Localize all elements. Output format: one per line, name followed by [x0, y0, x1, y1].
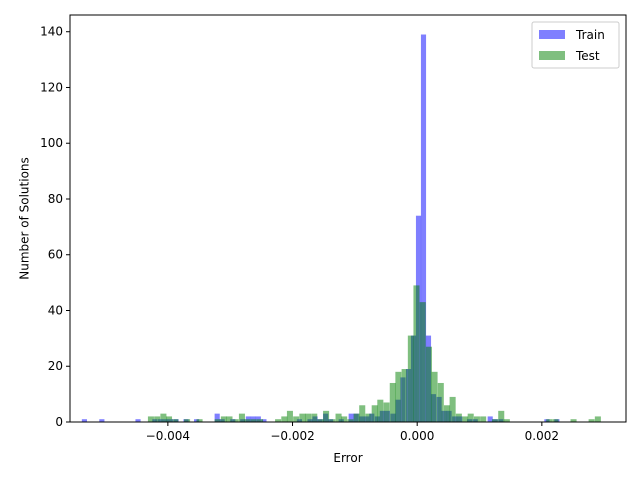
- y-axis-label: Number of Solutions: [18, 157, 32, 280]
- x-axis: −0.004 −0.002 0.000 0.002: [146, 422, 559, 443]
- y-tick-label: 20: [48, 359, 63, 373]
- bar-test-16: [281, 416, 288, 422]
- bars-layer: [81, 34, 601, 422]
- x-axis-label: Error: [333, 451, 362, 465]
- bar-train-49: [487, 416, 493, 422]
- bar-test-5: [184, 419, 191, 422]
- y-tick-label: 60: [48, 248, 63, 262]
- y-axis: 0 20 40 60 80 100 120 140: [40, 25, 70, 429]
- bar-test-46: [462, 416, 469, 422]
- bar-test-29: [359, 405, 366, 422]
- legend: Train Test: [531, 21, 620, 69]
- bar-test-43: [443, 405, 451, 422]
- bar-test-22: [317, 419, 324, 422]
- legend-label-train: Train: [575, 28, 605, 42]
- bar-test-41: [431, 371, 438, 422]
- bar-test-20: [304, 413, 312, 422]
- bar-test-47: [467, 413, 474, 422]
- bar-test-3: [165, 416, 173, 422]
- bar-test-48: [473, 416, 480, 422]
- bar-test-26: [341, 416, 348, 422]
- bar-test-30: [365, 413, 372, 422]
- bar-test-4: [172, 419, 179, 422]
- y-tick-label: 140: [40, 25, 63, 39]
- bar-test-28: [353, 413, 360, 422]
- x-tick-label: 0.000: [400, 429, 434, 443]
- bar-test-8: [220, 416, 227, 422]
- bar-test-31: [371, 405, 378, 422]
- bar-test-0: [147, 416, 154, 422]
- bar-test-10: [232, 419, 239, 422]
- bar-test-17: [286, 410, 293, 422]
- bar-test-23: [323, 410, 330, 422]
- bar-test-1: [154, 416, 161, 422]
- bar-test-19: [299, 413, 306, 422]
- bar-test-12: [244, 419, 251, 422]
- bar-test-2: [160, 413, 167, 422]
- bar-test-21: [311, 413, 318, 422]
- bar-test-42: [437, 382, 444, 422]
- bar-test-39: [419, 302, 426, 422]
- y-tick-label: 120: [40, 80, 63, 94]
- bar-test-53: [546, 419, 553, 422]
- bar-test-11: [238, 413, 245, 422]
- series-train: [81, 34, 560, 422]
- y-tick-label: 80: [48, 192, 63, 206]
- x-tick-label: −0.004: [146, 429, 190, 443]
- bar-test-13: [250, 419, 257, 422]
- bar-test-56: [588, 419, 595, 422]
- bar-test-34: [389, 382, 396, 422]
- bar-test-27: [347, 419, 354, 422]
- bar-test-37: [407, 335, 414, 422]
- bar-test-51: [498, 410, 505, 422]
- bar-test-40: [425, 346, 432, 422]
- bar-test-24: [329, 419, 336, 422]
- bar-test-6: [196, 419, 203, 422]
- bar-test-54: [552, 419, 559, 422]
- bar-test-45: [455, 413, 462, 422]
- y-tick-label: 0: [55, 415, 63, 429]
- series-test: [147, 285, 601, 422]
- bar-test-50: [491, 419, 499, 422]
- bar-test-14: [256, 419, 264, 422]
- legend-swatch-train: [539, 30, 565, 39]
- y-tick-label: 100: [40, 136, 63, 150]
- bar-test-44: [449, 396, 456, 422]
- bar-test-25: [335, 413, 342, 422]
- bar-train-17: [261, 419, 267, 422]
- bar-train-1: [99, 419, 105, 422]
- legend-label-test: Test: [575, 49, 600, 63]
- bar-test-52: [503, 419, 510, 422]
- bar-train-10: [214, 413, 220, 422]
- bar-train-25: [348, 413, 354, 422]
- bar-test-9: [226, 416, 233, 422]
- bar-test-55: [570, 419, 577, 422]
- bar-test-49: [480, 416, 487, 422]
- bar-test-15: [275, 419, 282, 422]
- bar-test-18: [293, 416, 300, 422]
- legend-swatch-test: [539, 51, 565, 60]
- plot-frame: [69, 14, 627, 423]
- x-tick-label: 0.002: [525, 429, 559, 443]
- bar-test-32: [377, 399, 384, 422]
- bar-test-7: [214, 419, 221, 422]
- bar-train-39: [420, 34, 427, 422]
- bar-train-0: [81, 419, 87, 422]
- x-tick-label: −0.002: [270, 429, 314, 443]
- y-tick-label: 40: [48, 303, 63, 317]
- bar-train-2: [135, 419, 141, 422]
- bar-test-36: [401, 369, 408, 422]
- bar-test-57: [594, 416, 601, 422]
- bar-test-35: [395, 371, 402, 422]
- bar-test-38: [413, 285, 420, 422]
- bar-test-33: [383, 402, 390, 422]
